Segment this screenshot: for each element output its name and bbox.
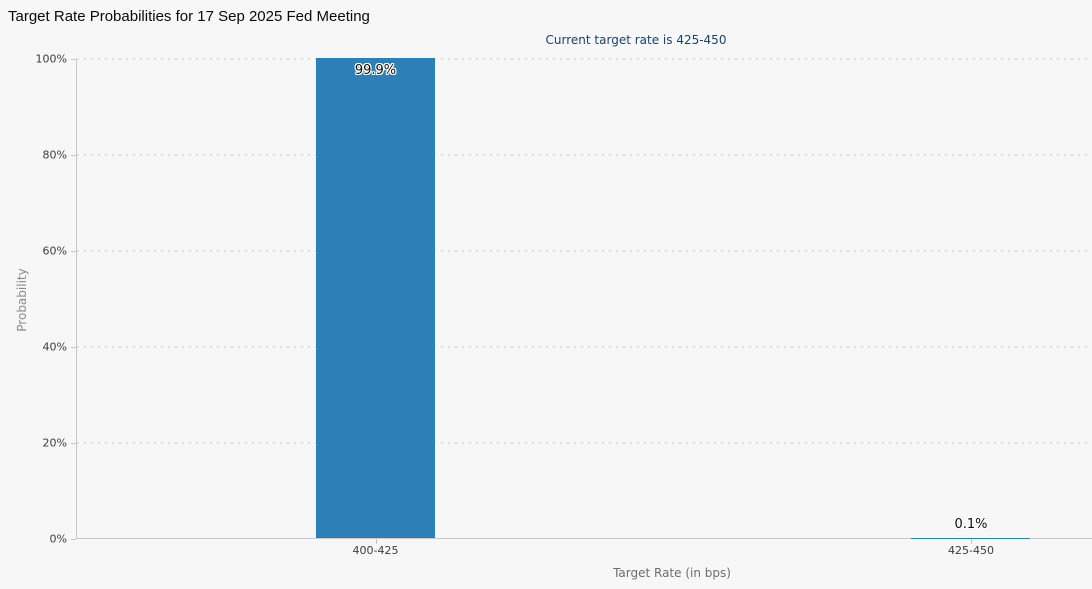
y-tick-label: 80% xyxy=(42,148,67,162)
x-tick-label: 400-425 xyxy=(352,544,399,557)
x-axis-line xyxy=(76,538,1092,539)
chart-title: Target Rate Probabilities for 17 Sep 202… xyxy=(8,8,370,25)
y-axis-line xyxy=(76,59,77,539)
y-axis-tick xyxy=(71,443,76,444)
gridline xyxy=(77,346,1092,348)
y-axis-tick xyxy=(71,251,76,252)
y-tick-label: 60% xyxy=(42,244,67,258)
gridline xyxy=(77,442,1092,444)
x-axis-tick xyxy=(970,539,972,544)
x-axis-tick xyxy=(375,539,377,544)
y-axis-tick xyxy=(71,347,76,348)
y-axis-tick xyxy=(71,539,76,540)
bar-value-label: 0.1% xyxy=(954,516,988,532)
gridline xyxy=(77,250,1092,252)
bar-value-label: 99.9% xyxy=(354,63,397,79)
x-tick-label: 425-450 xyxy=(948,544,994,557)
y-tick-label: 40% xyxy=(42,340,67,354)
y-tick-label: 20% xyxy=(42,436,67,450)
gridline xyxy=(77,154,1092,156)
bar-400-425[interactable] xyxy=(316,58,436,538)
y-axis-title: Probability xyxy=(15,268,29,332)
gridline xyxy=(77,58,1092,60)
y-tick-label: 100% xyxy=(35,52,67,66)
x-axis-title: Target Rate (in bps) xyxy=(613,566,731,580)
y-tick-label: 0% xyxy=(49,532,67,546)
y-axis-tick xyxy=(71,59,76,60)
y-axis-tick xyxy=(71,155,76,156)
plot-area: 0% 20% 40% 60% 80% 100% 99.9% 400-425 0.1% 425-45… xyxy=(36,53,1092,557)
current-target-rate-note: Current target rate is 425-450 xyxy=(545,33,727,47)
